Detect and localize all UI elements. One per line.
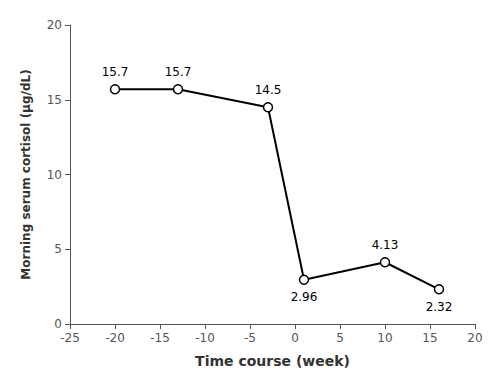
svg-text:15.7: 15.7: [102, 65, 129, 79]
svg-text:-5: -5: [244, 331, 256, 345]
svg-text:4.13: 4.13: [372, 238, 399, 252]
svg-text:15: 15: [47, 93, 62, 107]
svg-text:-10: -10: [195, 331, 215, 345]
svg-text:10: 10: [377, 331, 392, 345]
svg-text:15.7: 15.7: [165, 65, 192, 79]
svg-text:10: 10: [47, 168, 62, 182]
svg-text:5: 5: [336, 331, 344, 345]
svg-text:-25: -25: [60, 331, 80, 345]
svg-text:20: 20: [467, 331, 482, 345]
svg-text:Morning serum cortisol (μg/dL): Morning serum cortisol (μg/dL): [19, 69, 33, 279]
svg-text:Time course (week): Time course (week): [195, 353, 350, 369]
svg-text:14.5: 14.5: [255, 83, 282, 97]
svg-text:-20: -20: [105, 331, 125, 345]
svg-text:20: 20: [47, 18, 62, 32]
svg-text:5: 5: [54, 242, 62, 256]
svg-text:2.96: 2.96: [291, 290, 318, 304]
svg-text:15: 15: [422, 331, 437, 345]
svg-text:2.32: 2.32: [426, 300, 453, 314]
svg-text:0: 0: [54, 317, 62, 331]
svg-text:0: 0: [291, 331, 299, 345]
svg-text:-15: -15: [150, 331, 170, 345]
